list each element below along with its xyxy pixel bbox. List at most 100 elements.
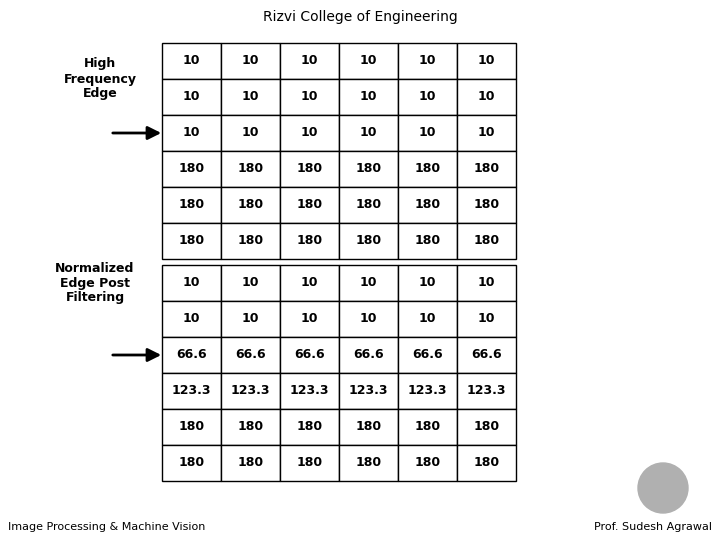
Text: 10: 10 (360, 91, 377, 104)
Bar (280, 187, 339, 223)
Text: 66.6: 66.6 (294, 348, 325, 361)
Text: 180: 180 (415, 199, 441, 212)
Bar (280, 373, 339, 409)
Bar (280, 151, 339, 187)
Bar (457, 79, 516, 115)
Bar (162, 445, 221, 481)
Bar (280, 265, 339, 301)
Text: 10: 10 (419, 276, 436, 289)
Text: Image Processing & Machine Vision: Image Processing & Machine Vision (8, 522, 205, 532)
Text: 180: 180 (356, 234, 382, 247)
Text: 180: 180 (474, 234, 500, 247)
Text: 10: 10 (183, 55, 200, 68)
Bar (162, 301, 221, 337)
Text: 180: 180 (356, 456, 382, 469)
Bar (398, 265, 457, 301)
Bar (339, 301, 398, 337)
Text: 180: 180 (474, 163, 500, 176)
Text: 180: 180 (238, 456, 264, 469)
Text: 10: 10 (478, 55, 495, 68)
Bar (339, 373, 398, 409)
Bar (221, 337, 280, 373)
Text: 10: 10 (419, 126, 436, 139)
Text: 66.6: 66.6 (235, 348, 266, 361)
Text: 180: 180 (297, 199, 323, 212)
Text: 123.3: 123.3 (467, 384, 506, 397)
Bar (339, 337, 398, 373)
Bar (339, 187, 398, 223)
Text: 180: 180 (474, 421, 500, 434)
Text: 180: 180 (356, 163, 382, 176)
Text: 180: 180 (297, 421, 323, 434)
Text: 10: 10 (478, 313, 495, 326)
Bar (398, 373, 457, 409)
Text: 180: 180 (415, 456, 441, 469)
Text: 180: 180 (297, 234, 323, 247)
Text: 10: 10 (301, 55, 318, 68)
Text: 123.3: 123.3 (230, 384, 270, 397)
Text: 180: 180 (238, 421, 264, 434)
Bar (221, 265, 280, 301)
Text: 180: 180 (179, 456, 204, 469)
Bar (221, 373, 280, 409)
Bar (221, 223, 280, 259)
Bar (280, 43, 339, 79)
Text: 180: 180 (415, 234, 441, 247)
Text: 180: 180 (238, 199, 264, 212)
Text: Rizvi College of Engineering: Rizvi College of Engineering (263, 10, 457, 24)
Text: Normalized
Edge Post
Filtering: Normalized Edge Post Filtering (55, 261, 135, 305)
Text: 123.3: 123.3 (172, 384, 211, 397)
Bar (162, 187, 221, 223)
Bar (280, 445, 339, 481)
Text: 10: 10 (419, 55, 436, 68)
Bar (221, 151, 280, 187)
Text: 10: 10 (183, 126, 200, 139)
Bar (221, 409, 280, 445)
Bar (221, 79, 280, 115)
Bar (398, 409, 457, 445)
Bar (457, 43, 516, 79)
Bar (457, 187, 516, 223)
Text: 10: 10 (360, 55, 377, 68)
Bar (457, 115, 516, 151)
Bar (221, 445, 280, 481)
Text: 10: 10 (242, 276, 259, 289)
Text: 10: 10 (478, 276, 495, 289)
Text: 180: 180 (238, 234, 264, 247)
Text: 10: 10 (301, 91, 318, 104)
Text: 10: 10 (419, 91, 436, 104)
Bar (221, 115, 280, 151)
Bar (339, 265, 398, 301)
Bar (398, 151, 457, 187)
Bar (280, 79, 339, 115)
Text: 10: 10 (183, 313, 200, 326)
Text: 66.6: 66.6 (354, 348, 384, 361)
Text: 10: 10 (242, 55, 259, 68)
Text: 10: 10 (360, 313, 377, 326)
Text: High
Frequency
Edge: High Frequency Edge (63, 57, 137, 100)
Text: 180: 180 (415, 421, 441, 434)
Text: Prof. Sudesh Agrawal: Prof. Sudesh Agrawal (594, 522, 712, 532)
Text: 123.3: 123.3 (289, 384, 329, 397)
Bar (221, 187, 280, 223)
Text: 180: 180 (356, 199, 382, 212)
Bar (457, 445, 516, 481)
Bar (339, 223, 398, 259)
Text: 180: 180 (356, 421, 382, 434)
Bar (339, 79, 398, 115)
Bar (162, 43, 221, 79)
Bar (339, 115, 398, 151)
Bar (339, 409, 398, 445)
Text: 66.6: 66.6 (176, 348, 207, 361)
Text: 10: 10 (183, 276, 200, 289)
Bar (162, 373, 221, 409)
Bar (457, 265, 516, 301)
Text: 10: 10 (242, 126, 259, 139)
Bar (162, 409, 221, 445)
Bar (162, 223, 221, 259)
Bar (398, 79, 457, 115)
Bar (280, 223, 339, 259)
Bar (398, 337, 457, 373)
Text: 10: 10 (478, 126, 495, 139)
Bar (398, 115, 457, 151)
